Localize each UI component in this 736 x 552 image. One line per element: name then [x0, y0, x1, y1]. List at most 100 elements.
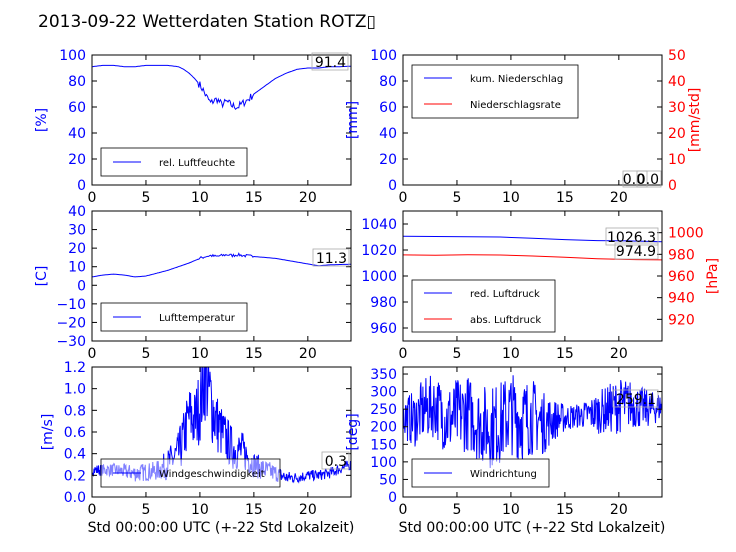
winddirection-ytick-label: 0 — [388, 490, 397, 506]
precipitation-ytick-label: 0 — [388, 178, 397, 194]
precipitation-frame — [402, 54, 663, 186]
precipitation-xtick-label: 15 — [556, 190, 574, 206]
temperature-ytick-label: −30 — [56, 334, 86, 350]
windspeed-legend-entry: Windgeschwindigkeit — [159, 469, 265, 480]
pressure-last-value: 974.9 — [616, 244, 656, 260]
precipitation-ytick-label: 40 — [379, 126, 397, 142]
pressure-y2tick-label: 920 — [668, 312, 695, 328]
pressure-xtick-label: 15 — [556, 346, 574, 362]
pressure-value-box — [614, 242, 659, 260]
windspeed-xtick-label: 15 — [245, 502, 263, 518]
pressure-series-0 — [403, 235, 662, 243]
humidity-ylabel: [%] — [34, 108, 50, 132]
winddirection-ytick-label: 200 — [370, 420, 397, 436]
winddirection-xlabel: Std 00:00:00 UTC (+-22 Std Lokalzeit) — [399, 520, 666, 536]
pressure-xtick-label: 5 — [452, 346, 461, 362]
winddirection-series-0 — [403, 375, 662, 469]
windspeed-last-value: 0.3 — [325, 454, 347, 470]
temperature-last-value: 11.3 — [316, 251, 347, 267]
precipitation-ytick-label: 20 — [379, 152, 397, 168]
humidity-ytick-label: 0 — [77, 178, 86, 194]
pressure-value-box — [605, 227, 659, 246]
precipitation-value-box — [636, 170, 662, 188]
windspeed-xtick-label: 0 — [88, 502, 97, 518]
windspeed-ytick-label: 1.0 — [64, 382, 86, 398]
precipitation-y2tick-label: 30 — [668, 100, 686, 116]
temperature-ytick-label: 10 — [68, 260, 86, 276]
precipitation-ytick-label: 80 — [379, 74, 397, 90]
humidity-ytick-label: 20 — [68, 152, 86, 168]
pressure-y2tick-label: 940 — [668, 291, 695, 307]
pressure-ytick-label: 960 — [370, 321, 397, 337]
pressure-xtick-label: 20 — [610, 346, 628, 362]
humidity-ytick-label: 60 — [68, 100, 86, 116]
temperature-xtick-label: 0 — [88, 346, 97, 362]
windspeed-ytick-label: 0.6 — [64, 425, 86, 441]
humidity-xtick-label: 0 — [88, 190, 97, 206]
humidity-value-box — [311, 52, 349, 71]
winddirection-xtick-label: 15 — [556, 502, 574, 518]
humidity-last-value: 91.4 — [315, 55, 346, 71]
windspeed-ytick-label: 0.4 — [64, 447, 86, 463]
temperature-ytick-label: −10 — [56, 297, 86, 313]
pressure-panel: 0 5 10 15 20 960 980 1000 1020 1040 920 940 960 980 10… — [361, 210, 721, 362]
temperature-xtick-label: 15 — [245, 346, 263, 362]
windspeed-ytick-label: 0.2 — [64, 468, 86, 484]
pressure-y2tick-label: 1000 — [668, 226, 704, 242]
pressure-y2tick-label: 960 — [668, 269, 695, 285]
pressure-y2label: [hPa] — [705, 258, 721, 294]
precipitation-legend-entry: kum. Niederschlag — [470, 74, 563, 85]
precipitation-y2tick-label: 40 — [668, 74, 686, 90]
pressure-ytick-label: 980 — [370, 295, 397, 311]
winddirection-frame — [402, 366, 663, 498]
winddirection-legend — [411, 458, 550, 488]
precipitation-value-box — [622, 170, 648, 188]
precipitation-y2tick-label: 0 — [668, 178, 677, 194]
precipitation-xtick-label: 0 — [399, 190, 408, 206]
windspeed-xlabel: Std 00:00:00 UTC (+-22 Std Lokalzeit) — [88, 520, 355, 536]
pressure-ytick-label: 1000 — [361, 269, 397, 285]
humidity-xtick-label: 15 — [245, 190, 263, 206]
precipitation-ylabel: [mm] — [345, 101, 361, 139]
winddirection-ytick-label: 250 — [370, 402, 397, 418]
precipitation-y2tick-label: 50 — [668, 48, 686, 64]
temperature-ylabel: [C] — [34, 266, 50, 287]
precipitation-xtick-label: 20 — [610, 190, 628, 206]
temperature-ytick-label: 40 — [68, 204, 86, 220]
winddirection-legend-entry: Windrichtung — [470, 469, 537, 480]
humidity-ytick-label: 100 — [59, 48, 86, 64]
temperature-panel: 0 5 10 15 20 −30 −20 −10 0 10 20 30 40 [C] Lufttempera… — [34, 204, 352, 362]
windspeed-ytick-label: 0.0 — [64, 490, 86, 506]
humidity-legend-entry: rel. Luftfeuchte — [159, 158, 235, 169]
precipitation-last-value: 0.0 — [637, 172, 659, 188]
winddirection-value-box — [612, 389, 659, 408]
humidity-series-0 — [92, 64, 351, 110]
temperature-value-box — [312, 248, 350, 267]
windspeed-xtick-label: 20 — [299, 502, 317, 518]
windspeed-xtick-label: 10 — [191, 502, 209, 518]
precipitation-legend-entry: Niederschlagsrate — [470, 100, 561, 111]
humidity-ytick-label: 80 — [68, 74, 86, 90]
precipitation-y2tick-label: 10 — [668, 152, 686, 168]
winddirection-xtick-label: 5 — [452, 502, 461, 518]
humidity-panel: 0 5 10 15 20 0 20 40 60 80 100 [%] rel. Luftfeuchte 9… — [34, 48, 352, 206]
humidity-xtick-label: 20 — [299, 190, 317, 206]
temperature-ytick-label: 0 — [77, 278, 86, 294]
temperature-ytick-label: 20 — [68, 241, 86, 257]
temperature-frame — [91, 210, 352, 342]
winddirection-ytick-label: 350 — [370, 367, 397, 383]
winddirection-xtick-label: 20 — [610, 502, 628, 518]
humidity-xtick-label: 5 — [141, 190, 150, 206]
pressure-ytick-label: 1020 — [361, 243, 397, 259]
pressure-legend-entry: red. Luftdruck — [470, 289, 540, 300]
precipitation-ytick-label: 60 — [379, 100, 397, 116]
temperature-xtick-label: 10 — [191, 346, 209, 362]
temperature-ytick-label: 30 — [68, 223, 86, 239]
winddirection-last-value: 259.1 — [616, 392, 656, 408]
precipitation-y2label: [mm/std] — [687, 88, 703, 153]
winddirection-ytick-label: 150 — [370, 437, 397, 453]
temperature-xtick-label: 5 — [141, 346, 150, 362]
windspeed-ylabel: [m/s] — [40, 414, 56, 451]
temperature-legend-entry: Lufttemperatur — [159, 313, 236, 324]
